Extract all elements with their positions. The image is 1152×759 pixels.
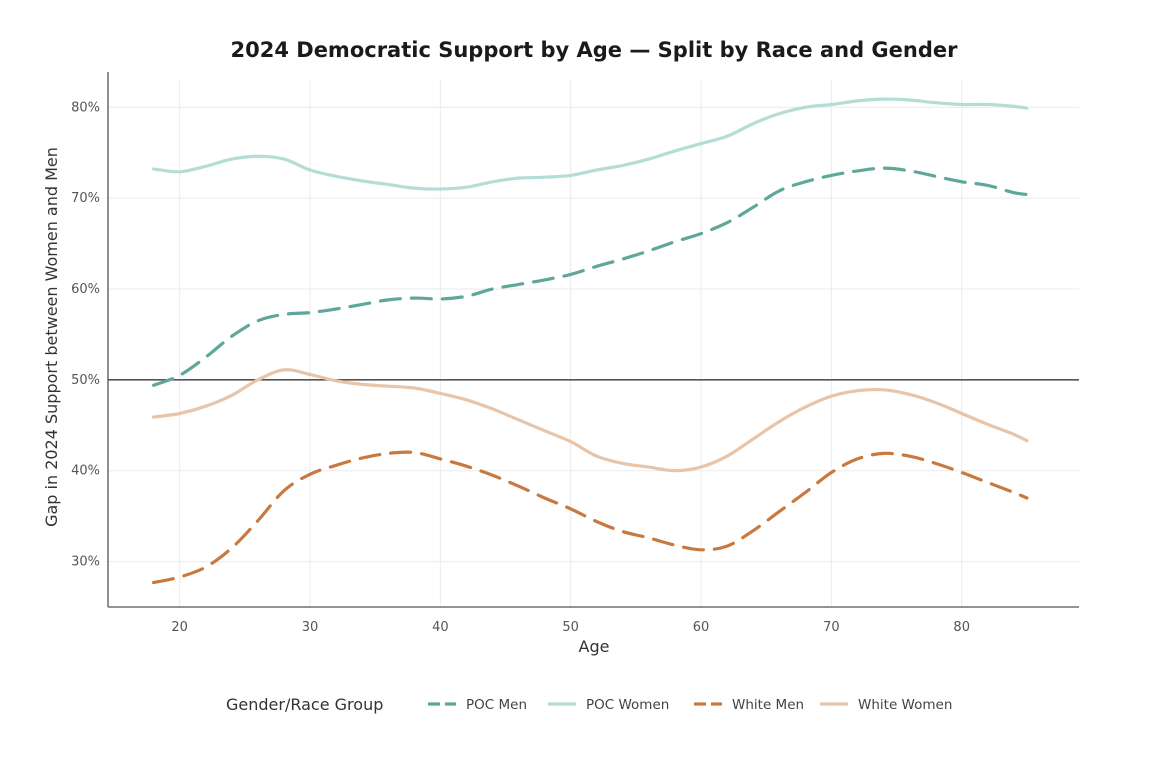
x-tick-label: 30: [302, 620, 319, 635]
legend: Gender/Race Group POC Men POC Women White …: [226, 695, 952, 714]
x-tick-label: 40: [432, 620, 449, 635]
legend-title: Gender/Race Group: [226, 695, 383, 714]
x-axis-ticks: 20 30 40 50 60 70 80: [171, 620, 970, 635]
y-tick-label: 70%: [71, 191, 100, 206]
x-tick-label: 80: [953, 620, 970, 635]
legend-item-poc-women: POC Women: [548, 697, 669, 713]
series-line-poc-men: [152, 166, 1029, 387]
y-tick-label: 60%: [71, 282, 100, 297]
legend-item-poc-men: POC Men: [428, 697, 527, 713]
y-tick-label: 80%: [71, 100, 100, 115]
series-line-white-men: [152, 450, 1029, 585]
chart-title: 2024 Democratic Support by Age — Split b…: [231, 38, 959, 62]
legend-label: POC Women: [586, 697, 669, 713]
legend-label: White Men: [732, 697, 804, 713]
x-axis-label: Age: [579, 637, 610, 656]
y-axis-label: Gap in 2024 Support between Women and Me…: [42, 147, 61, 527]
y-axis-ticks: 30% 40% 50% 60% 70% 80%: [71, 100, 100, 569]
series-layer: [152, 97, 1029, 585]
legend-label: POC Men: [466, 697, 527, 713]
x-tick-label: 50: [562, 620, 579, 635]
legend-label: White Women: [858, 697, 952, 713]
legend-item-white-men: White Men: [694, 697, 804, 713]
y-tick-label: 50%: [71, 373, 100, 388]
x-tick-label: 70: [823, 620, 840, 635]
x-tick-label: 60: [693, 620, 710, 635]
legend-item-white-women: White Women: [820, 697, 952, 713]
grid: [108, 80, 1079, 607]
x-tick-label: 20: [171, 620, 188, 635]
series-line-white-women: [152, 368, 1029, 473]
y-tick-label: 40%: [71, 464, 100, 479]
series-line-poc-women: [152, 97, 1029, 191]
y-tick-label: 30%: [71, 555, 100, 570]
